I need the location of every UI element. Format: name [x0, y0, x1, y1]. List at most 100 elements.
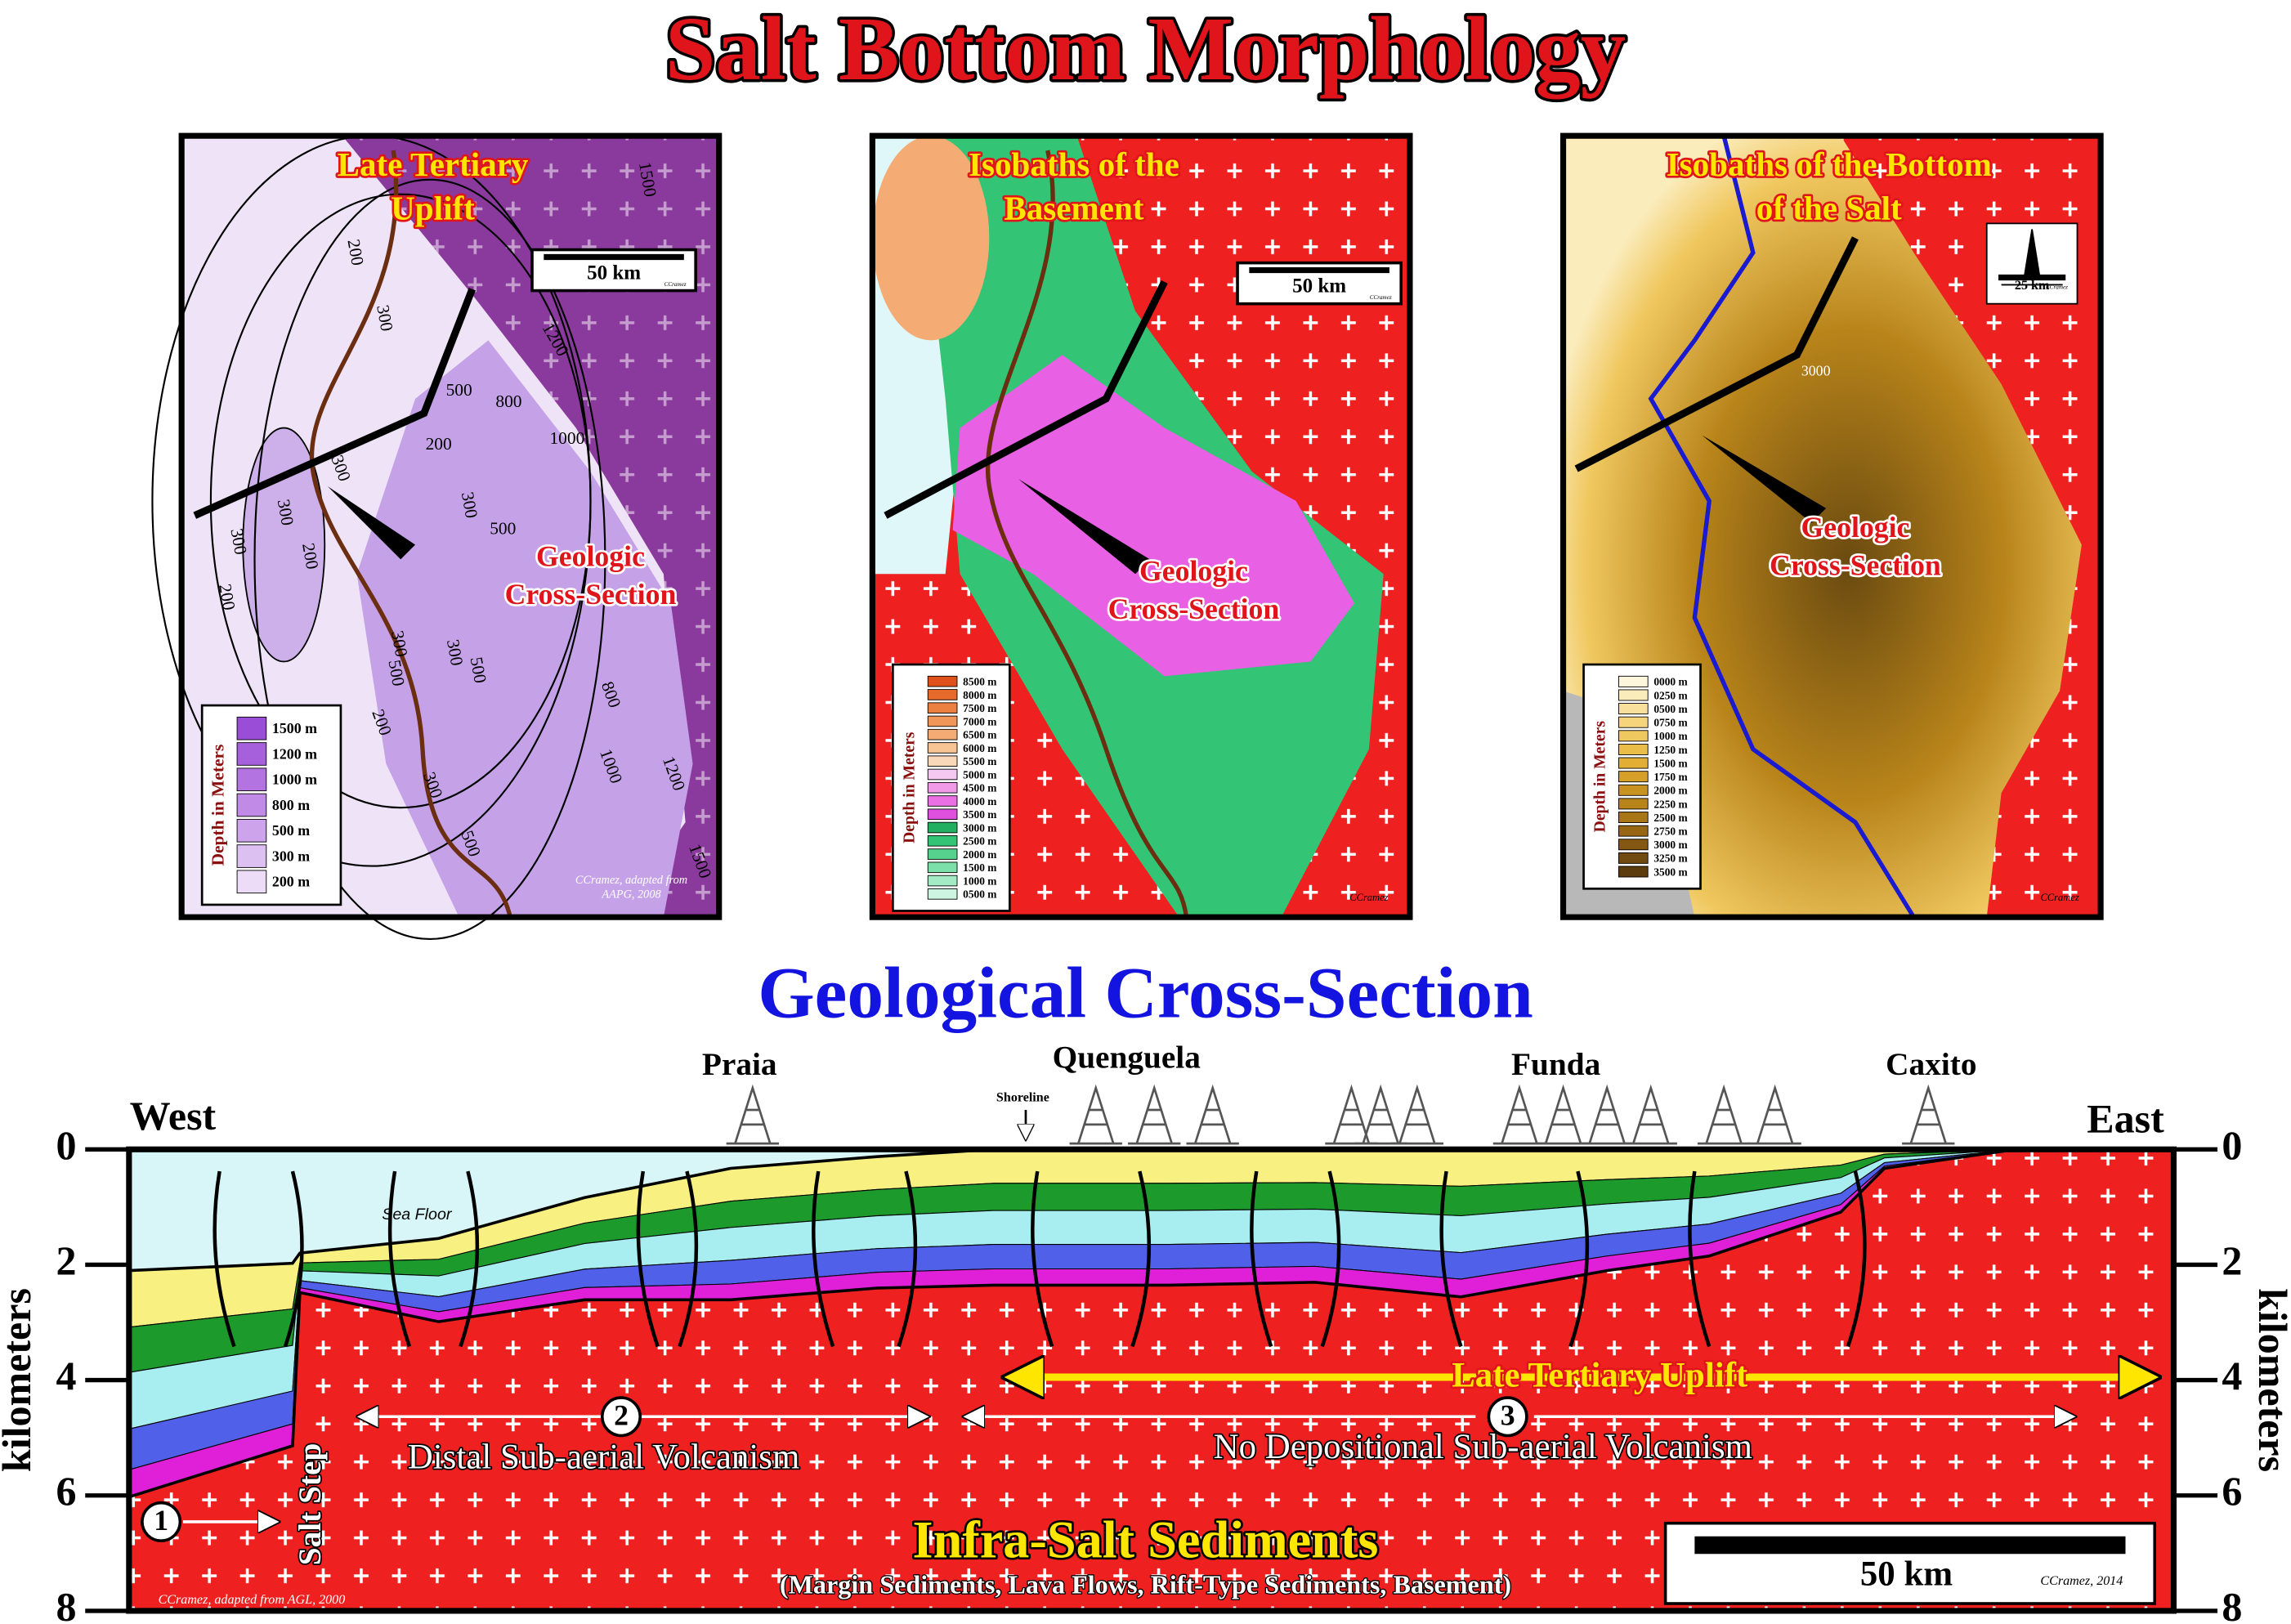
- legend-label: 5500 m: [963, 755, 996, 767]
- shoreline-label: Shoreline: [996, 1090, 1049, 1104]
- depth-tick-label: 6: [2222, 1468, 2242, 1514]
- fault: [1320, 1170, 1341, 1348]
- legend-label: 4500 m: [963, 782, 996, 794]
- legend-swatch: [927, 821, 958, 834]
- zone-number: 1: [154, 1504, 168, 1537]
- rig: [1537, 1084, 1590, 1145]
- section-line: [884, 280, 1168, 519]
- legend-swatch: [1618, 730, 1649, 742]
- legend-label: 2500 m: [1653, 812, 1687, 824]
- map-title: Late Tertiary: [338, 145, 529, 183]
- fault: [387, 1170, 412, 1348]
- map-frame: [869, 132, 1413, 920]
- town-label: Praia: [702, 1046, 777, 1082]
- basement-label: Infra-Salt Sediments: [913, 1510, 1379, 1568]
- map-credit: CCramez, adapted from: [575, 874, 687, 887]
- credit: CCramez, 2014: [2040, 1574, 2123, 1588]
- rig: [1492, 1084, 1546, 1145]
- sea: [128, 1149, 2016, 1271]
- fault: [1568, 1170, 1590, 1348]
- map-panel: [1559, 132, 2104, 920]
- section-label: Cross-Section: [505, 578, 677, 611]
- fault: [459, 1170, 480, 1348]
- legend-label: 3000 m: [1653, 839, 1687, 851]
- legend-label: 1200 m: [272, 745, 317, 762]
- zone-label: Distal Sub-aerial Volcanism: [408, 1438, 800, 1477]
- fault: [1250, 1170, 1273, 1348]
- basement-note: (Margin Sediments, Lava Flows, Rift-Type…: [780, 1570, 1511, 1599]
- town-label: Caxito: [1886, 1046, 1976, 1082]
- map-title: Isobaths of the: [969, 145, 1179, 183]
- legend-label: 2750 m: [1653, 825, 1687, 838]
- map-frame: [1559, 132, 2104, 920]
- map-frame: [178, 132, 723, 920]
- sea-floor-label: Sea Floor: [382, 1206, 453, 1224]
- legend-label: 0000 m: [1653, 676, 1687, 688]
- rig: [726, 1084, 779, 1145]
- legend-label: 8500 m: [963, 676, 996, 688]
- contour-label: 300: [274, 498, 298, 527]
- river: [1648, 135, 1916, 919]
- legend-label: 6000 m: [963, 742, 996, 754]
- legend-label: 2000 m: [1653, 785, 1687, 797]
- depth-tick-label: 2: [2222, 1237, 2242, 1283]
- basement-pink: [952, 355, 1355, 677]
- legend-label: 1250 m: [1653, 744, 1687, 756]
- legend-swatch: [927, 728, 958, 740]
- legend-title: Depth in Meters: [208, 745, 228, 866]
- fault: [636, 1170, 660, 1348]
- legend-swatch: [927, 742, 958, 754]
- legend-label: 6500 m: [963, 729, 996, 741]
- contour-label: 300: [387, 629, 411, 659]
- fault: [283, 1170, 304, 1348]
- map-panel: [869, 132, 1413, 920]
- main-title: Salt Bottom Morphology: [665, 0, 1626, 99]
- map-credit: CCramez: [2040, 892, 2078, 903]
- map-credit: AAPG, 2008: [601, 888, 660, 901]
- legend-label: 7000 m: [963, 715, 996, 727]
- fault: [213, 1170, 236, 1348]
- contour-label: 500: [490, 519, 516, 539]
- scale-label: 25 km: [2015, 279, 2050, 293]
- fault: [812, 1170, 835, 1348]
- legend-label: 1500 m: [963, 861, 996, 874]
- map-title: of the Salt: [1756, 190, 1902, 227]
- section-label: Geologic: [536, 540, 645, 573]
- legend-swatch: [236, 870, 267, 894]
- map-title: Isobaths of the Bottom: [1667, 145, 1992, 183]
- fault: [1031, 1170, 1054, 1348]
- legend-swatch: [236, 767, 267, 792]
- legend-swatch: [1618, 798, 1649, 810]
- legend-box: [200, 704, 342, 906]
- contour-label: 200: [215, 583, 239, 612]
- contour-label: 500: [467, 655, 490, 685]
- map-title: Uplift: [391, 190, 475, 227]
- depth-tick-label: 8: [2222, 1583, 2242, 1624]
- legend-swatch: [1618, 839, 1649, 851]
- zone-label: No Depositional Sub-aerial Volcanism: [1214, 1428, 1752, 1466]
- rig: [1069, 1084, 1122, 1145]
- west-label: West: [130, 1093, 217, 1139]
- legend-swatch: [1618, 716, 1649, 728]
- legend-title: Depth in Meters: [1591, 721, 1609, 833]
- legend-label: 0750 m: [1653, 717, 1687, 729]
- fault: [1439, 1170, 1463, 1348]
- depth-tick-label: 0: [2222, 1122, 2242, 1168]
- credit: CCramez, adapted from AGL, 2000: [159, 1593, 346, 1607]
- contour-label: 500: [446, 380, 472, 400]
- contour-label: 300: [443, 638, 467, 667]
- legend-label: 1000 m: [1653, 730, 1687, 742]
- section-pointer: [1702, 435, 1827, 523]
- axis-label: kilometers: [2250, 1288, 2291, 1472]
- legend-swatch: [236, 716, 267, 740]
- east-label: East: [2087, 1096, 2164, 1142]
- legend-swatch: [236, 742, 267, 766]
- legend-swatch: [927, 715, 958, 727]
- depth-tick-label: 4: [56, 1353, 76, 1398]
- legend-swatch: [1618, 703, 1649, 715]
- legend-swatch: [1618, 689, 1649, 701]
- rig: [1624, 1084, 1677, 1145]
- legend-swatch: [1618, 757, 1649, 769]
- legend-label: 3500 m: [1653, 866, 1687, 878]
- legend-label: 0500 m: [1653, 703, 1687, 715]
